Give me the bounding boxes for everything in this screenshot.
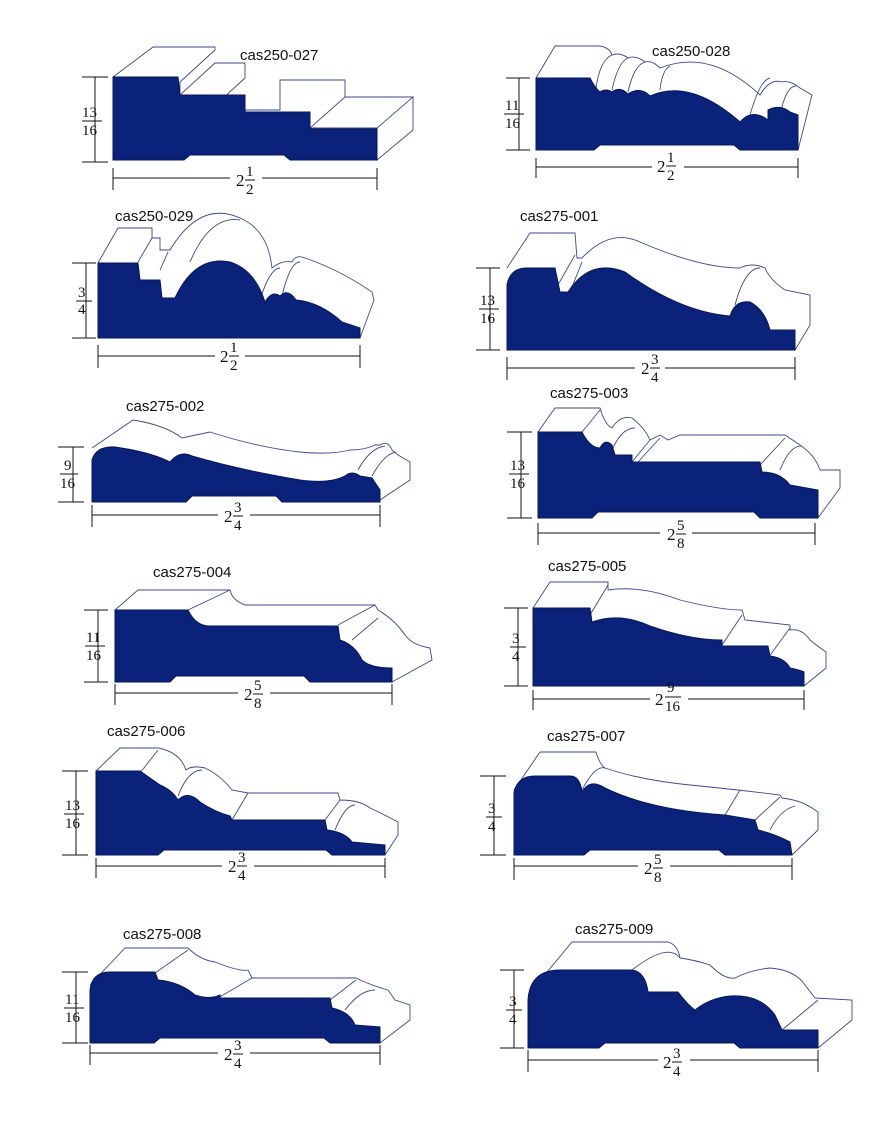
svg-text:3: 3 <box>234 500 242 516</box>
profile-cas275-002: cas275-002 9 16 2 3 4 <box>58 398 411 534</box>
svg-text:2: 2 <box>244 685 253 704</box>
profile-cas275-004: cas275-004 11 16 2 5 8 <box>84 564 433 712</box>
svg-text:16: 16 <box>65 816 81 832</box>
svg-text:2: 2 <box>644 859 653 878</box>
profile-cross-section <box>527 969 819 1049</box>
height-numerator: 11 <box>505 98 519 114</box>
svg-text:16: 16 <box>86 648 102 664</box>
profile-label: cas250-029 <box>115 208 193 225</box>
svg-text:5: 5 <box>654 852 662 868</box>
svg-text:16: 16 <box>65 1010 81 1026</box>
profile-cross-section <box>537 431 819 519</box>
svg-text:2: 2 <box>667 525 676 544</box>
svg-text:5: 5 <box>254 678 262 694</box>
height-denominator: 16 <box>505 116 521 132</box>
svg-text:2: 2 <box>220 347 229 366</box>
profile-cross-section <box>97 260 361 339</box>
profile-label: cas275-007 <box>547 728 625 745</box>
profile-label: cas250-028 <box>652 43 730 60</box>
svg-text:9: 9 <box>64 458 72 474</box>
svg-text:4: 4 <box>78 302 86 318</box>
svg-text:4: 4 <box>651 370 659 386</box>
profile-cas250-027: cas250-027 13 16 2 1 2 <box>82 46 415 198</box>
svg-text:3: 3 <box>488 801 496 817</box>
svg-text:2: 2 <box>641 359 650 378</box>
width-whole: 2 <box>236 171 245 190</box>
svg-text:9: 9 <box>667 680 675 696</box>
profile-cross-section <box>95 770 386 856</box>
svg-text:3: 3 <box>238 850 246 866</box>
svg-text:1: 1 <box>230 340 238 356</box>
svg-text:5: 5 <box>677 518 685 534</box>
profile-cross-section <box>114 609 393 683</box>
profile-cross-section <box>532 607 805 687</box>
profile-cross-section <box>535 77 799 151</box>
profile-cas275-008: cas275-008 11 16 2 3 4 <box>62 926 411 1072</box>
svg-text:2: 2 <box>663 1053 672 1072</box>
profile-cas275-003: cas275-003 13 16 2 5 8 <box>507 385 841 552</box>
svg-text:11: 11 <box>86 630 100 646</box>
svg-text:2: 2 <box>224 1045 233 1064</box>
profile-cas275-001: cas275-001 13 16 2 3 4 <box>476 208 811 386</box>
svg-text:1: 1 <box>667 150 675 166</box>
svg-text:4: 4 <box>234 1056 242 1072</box>
svg-text:2: 2 <box>228 857 237 876</box>
width-denominator: 2 <box>246 182 254 198</box>
svg-text:3: 3 <box>673 1046 681 1062</box>
svg-text:2: 2 <box>230 358 238 374</box>
svg-text:13: 13 <box>65 798 80 814</box>
profile-cross-section <box>91 446 381 503</box>
profile-cas275-006: cas275-006 13 16 2 3 4 <box>62 723 399 884</box>
svg-text:4: 4 <box>234 518 242 534</box>
profile-cas250-028: cas250-028 11 16 2 1 2 <box>504 43 813 184</box>
svg-text:16: 16 <box>60 476 76 492</box>
svg-text:2: 2 <box>667 168 675 184</box>
svg-text:2: 2 <box>657 157 666 176</box>
profile-cas250-029: cas250-029 3 4 2 1 2 <box>72 208 375 374</box>
profile-cross-section <box>112 76 378 161</box>
profile-cas275-009: cas275-009 3 4 2 3 4 <box>500 921 853 1080</box>
svg-text:3: 3 <box>512 631 520 647</box>
height-denominator: 16 <box>82 123 98 139</box>
svg-text:8: 8 <box>254 696 262 712</box>
profile-cas275-005: cas275-005 3 4 2 9 16 <box>504 558 827 715</box>
svg-text:4: 4 <box>238 868 246 884</box>
svg-text:13: 13 <box>510 458 525 474</box>
profile-cross-section <box>89 971 381 1044</box>
svg-text:2: 2 <box>224 507 233 526</box>
svg-text:3: 3 <box>78 285 86 301</box>
svg-text:16: 16 <box>480 311 496 327</box>
profile-label: cas275-001 <box>520 208 598 225</box>
profile-label: cas275-005 <box>548 558 626 575</box>
svg-text:11: 11 <box>65 992 79 1008</box>
profile-label: cas250-027 <box>240 47 318 64</box>
profile-label: cas275-006 <box>107 723 185 740</box>
width-numerator: 1 <box>246 164 254 180</box>
svg-text:8: 8 <box>654 870 662 886</box>
svg-text:3: 3 <box>234 1038 242 1054</box>
profile-label: cas275-003 <box>550 385 628 402</box>
svg-text:2: 2 <box>655 690 664 709</box>
svg-text:16: 16 <box>510 476 526 492</box>
profile-cross-section <box>513 775 793 856</box>
profile-label: cas275-002 <box>126 398 204 415</box>
svg-text:4: 4 <box>509 1012 517 1028</box>
svg-text:4: 4 <box>673 1064 681 1080</box>
profile-cas275-007: cas275-007 3 4 2 5 8 <box>480 728 819 886</box>
svg-text:4: 4 <box>488 819 496 835</box>
svg-text:13: 13 <box>480 293 495 309</box>
profile-label: cas275-009 <box>575 921 653 938</box>
svg-text:3: 3 <box>509 994 517 1010</box>
profile-label: cas275-008 <box>123 926 201 943</box>
profile-cross-section <box>506 267 796 351</box>
profile-label: cas275-004 <box>153 564 231 581</box>
svg-text:4: 4 <box>512 649 520 665</box>
svg-text:16: 16 <box>665 699 681 715</box>
height-numerator: 13 <box>82 105 97 121</box>
svg-text:3: 3 <box>651 352 659 368</box>
svg-text:8: 8 <box>677 536 685 552</box>
